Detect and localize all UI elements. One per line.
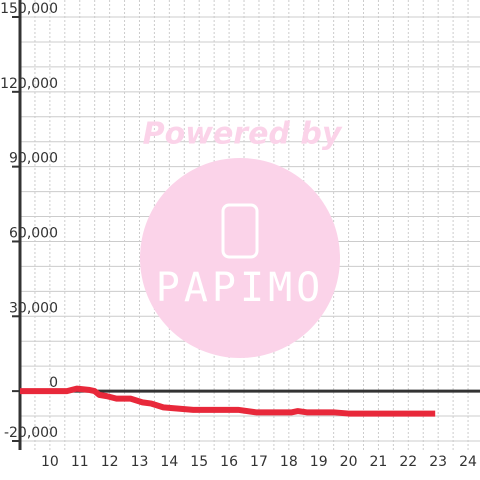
x-tick-label: 20 <box>340 454 358 470</box>
x-tick-label: 22 <box>399 454 417 470</box>
x-tick-label: 12 <box>101 454 119 470</box>
x-tick-label: 14 <box>160 454 178 470</box>
x-tick-label: 13 <box>131 454 149 470</box>
y-tick-label: -20,000 <box>4 425 58 441</box>
y-tick-label: 0 <box>49 375 58 391</box>
x-tick-label: 15 <box>190 454 208 470</box>
y-tick-label: 90,000 <box>9 151 58 167</box>
y-tick-label: 150,000 <box>0 1 58 17</box>
y-tick-label: 60,000 <box>9 225 58 241</box>
x-tick-label: 21 <box>370 454 388 470</box>
y-tick-label: 120,000 <box>0 76 58 92</box>
x-tick-label: 23 <box>429 454 447 470</box>
watermark-text: Powered by <box>143 117 343 152</box>
data-line <box>20 385 436 417</box>
x-tick-label: 11 <box>71 454 89 470</box>
x-tick-label: 10 <box>41 454 59 470</box>
watermark-logo: PAPIMO <box>156 265 325 311</box>
x-tick-label: 16 <box>220 454 238 470</box>
y-tick-label: 30,000 <box>9 300 58 316</box>
x-tick-label: 24 <box>459 454 477 470</box>
x-tick-label: 17 <box>250 454 268 470</box>
x-tick-label: 18 <box>280 454 298 470</box>
watermark: Powered by PAPIMO <box>140 117 343 358</box>
watermark-phone <box>221 203 259 259</box>
x-tick-label: 19 <box>310 454 328 470</box>
